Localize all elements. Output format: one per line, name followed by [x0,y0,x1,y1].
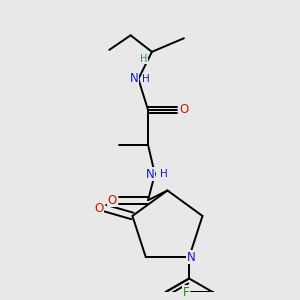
Text: N: N [130,73,138,85]
Text: O: O [94,202,103,215]
Text: O: O [179,103,188,116]
Text: F: F [183,286,189,298]
Text: N: N [146,167,155,181]
Text: H: H [142,74,150,84]
Text: O: O [108,194,117,207]
Text: H: H [140,54,147,64]
Text: N: N [187,250,195,264]
Text: H: H [160,169,167,179]
